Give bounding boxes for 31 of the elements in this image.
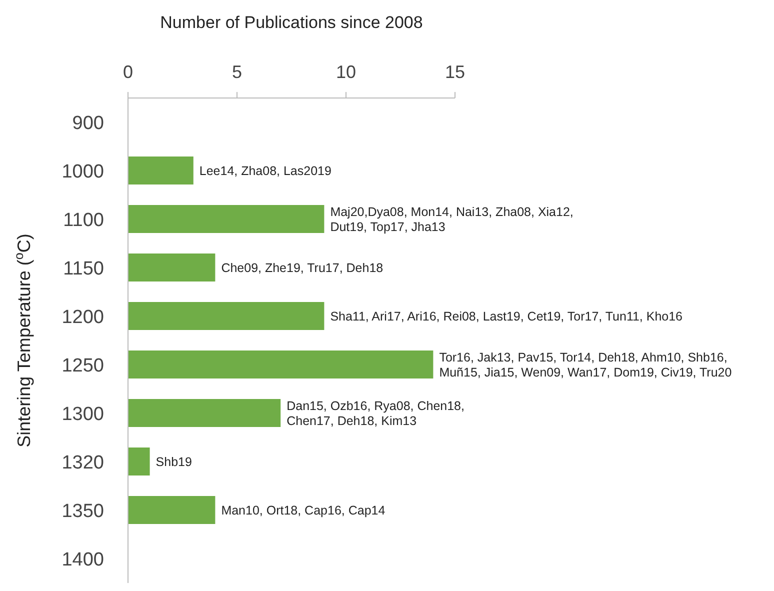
x-tick-label: 5	[232, 62, 242, 82]
annotation: Dan15, Ozb16, Rya08, Chen18, Chen17, Deh18, Kim13	[286, 398, 465, 428]
bar	[128, 350, 434, 378]
bar	[128, 302, 324, 330]
x-tick-label: 10	[336, 62, 356, 82]
bar	[128, 156, 194, 184]
y-tick-label: 900	[72, 112, 104, 134]
annotation: Man10, Ort18, Cap16, Cap14	[221, 503, 386, 518]
y-tick-label: 1100	[63, 210, 104, 231]
annotation: Shb19	[156, 454, 192, 469]
y-tick-label: 1400	[62, 549, 104, 570]
x-tick-label: 0	[122, 62, 134, 82]
annotation: Maj20,Dya08, Mon14, Nai13, Zha08, Xia12, Dut19, Top17, Jha13	[330, 204, 574, 234]
y-tick-label: 1320	[62, 452, 104, 474]
bar	[128, 448, 150, 476]
bar	[128, 254, 216, 282]
x-tick-label: 15	[444, 62, 466, 82]
y-tick-label: 1300	[62, 404, 104, 425]
annotation: Che09, Zhe19, Tru17, Deh18	[221, 260, 384, 275]
annotation: Sha11, Ari17, Ari16, Rei08, Last19, Cet19, Tor17, Tun11, Kho16	[330, 309, 683, 324]
y-tick-label: 1150	[63, 258, 104, 280]
y-tick-label: 1000	[62, 161, 104, 182]
y-tick-label: 1250	[62, 355, 104, 376]
x-axis-title: Number of Publications since 2008	[160, 13, 423, 32]
y-tick-label: 1200	[62, 306, 104, 328]
bar	[128, 496, 216, 524]
bar	[128, 205, 324, 233]
annotation: Tor16, Jak13, Pav15, Tor14, Deh18, Ahm10, Shb16, Muñ15, Jia15, Wen09, Wan17, Dom19, Civ19, Tru20	[439, 350, 732, 380]
y-tick-label: 1350	[62, 500, 104, 522]
annotation: Lee14, Zha08, Las2019	[199, 164, 332, 178]
bar	[128, 399, 281, 427]
